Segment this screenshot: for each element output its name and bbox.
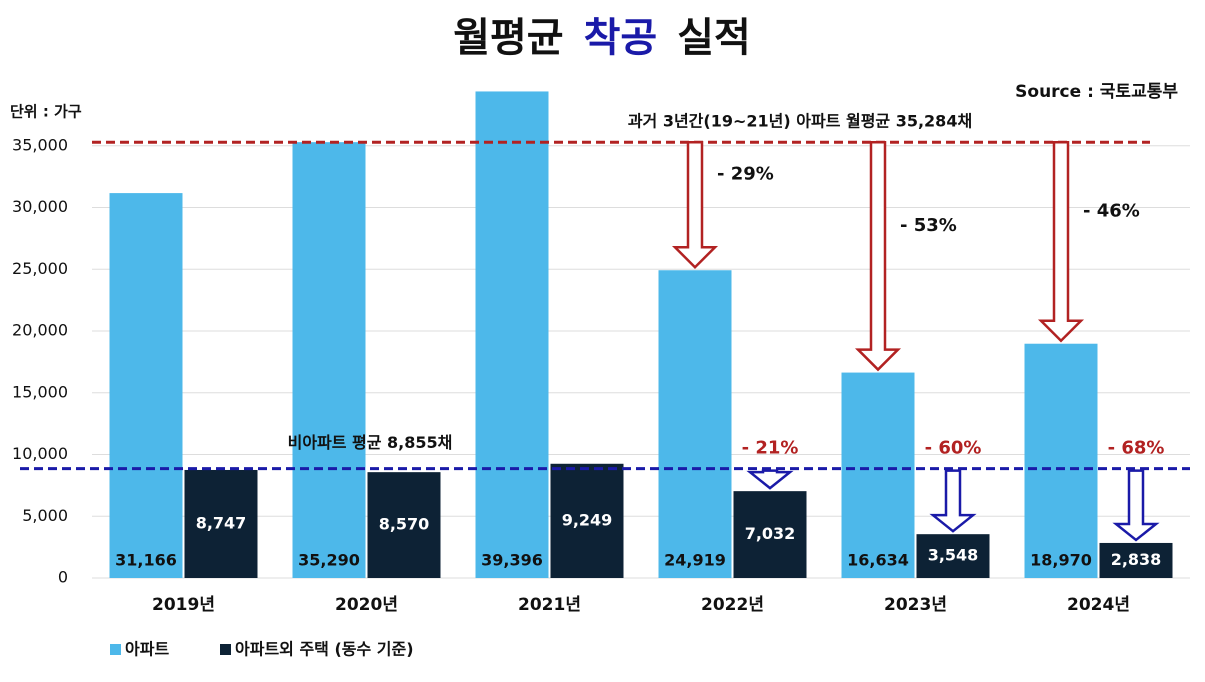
change-label: - 29% — [717, 164, 774, 185]
unit-label: 단위 : 가구 — [10, 103, 82, 121]
bar — [184, 469, 258, 578]
title-part: 실적 — [677, 15, 751, 61]
change-arrow — [929, 469, 977, 533]
value-label: 31,166 — [115, 551, 177, 570]
x-tick-label: 2019년 — [152, 595, 215, 615]
value-label: 18,970 — [1030, 551, 1092, 570]
change-label: - 21% — [742, 438, 799, 459]
change-label: - 68% — [1108, 438, 1165, 459]
bar — [1024, 343, 1098, 578]
value-label: 24,919 — [664, 551, 726, 570]
change-arrow — [1037, 140, 1085, 343]
change-arrow — [671, 140, 719, 270]
x-tick-label: 2023년 — [884, 595, 947, 615]
change-arrow — [854, 140, 902, 372]
y-tick-label: 30,000 — [12, 197, 68, 216]
y-tick-label: 5,000 — [22, 506, 68, 525]
change-label: - 46% — [1083, 200, 1140, 221]
bar — [658, 270, 732, 578]
value-label: 9,249 — [562, 510, 613, 529]
source: Source : 국토교통부 — [1015, 82, 1178, 102]
bar — [550, 463, 624, 578]
reference-label: 비아파트 평균 8,855채 — [288, 433, 453, 452]
value-label: 8,570 — [379, 515, 430, 534]
value-label: 3,548 — [928, 546, 979, 565]
y-tick-label: 35,000 — [12, 135, 68, 154]
bar — [733, 491, 807, 578]
change-label: - 60% — [925, 438, 982, 459]
legend-label: 아파트외 주택 (동수 기준) — [235, 640, 414, 659]
reference-label: 과거 3년간(19~21년) 아파트 월평균 35,284채 — [628, 112, 972, 131]
change-arrow — [746, 469, 794, 490]
bar — [475, 91, 549, 578]
y-tick-label: 15,000 — [12, 382, 68, 401]
y-tick-label: 25,000 — [12, 259, 68, 278]
change-arrow — [1112, 469, 1160, 542]
legend-swatch — [110, 644, 121, 655]
bar — [841, 372, 915, 578]
legend-swatch — [220, 644, 231, 655]
change-label: - 53% — [900, 215, 957, 236]
value-label: 7,032 — [745, 524, 796, 543]
x-tick-label: 2021년 — [518, 595, 581, 615]
value-label: 8,747 — [196, 513, 247, 532]
x-tick-label: 2020년 — [335, 595, 398, 615]
title-part: 월평균 — [453, 15, 563, 61]
y-tick-label: 0 — [58, 568, 68, 587]
legend-label: 아파트 — [125, 640, 169, 659]
title-part: 착공 — [584, 15, 658, 61]
bar — [916, 534, 990, 578]
y-tick-label: 10,000 — [12, 444, 68, 463]
chart-title: 월평균 착공 실적 — [453, 15, 751, 61]
y-tick-label: 20,000 — [12, 321, 68, 340]
x-tick-label: 2022년 — [701, 595, 764, 615]
bar — [1099, 542, 1173, 578]
value-label: 2,838 — [1111, 550, 1162, 569]
value-label: 39,396 — [481, 551, 543, 570]
bar — [292, 142, 366, 578]
value-label: 35,290 — [298, 551, 360, 570]
bar — [109, 193, 183, 578]
value-label: 16,634 — [847, 551, 909, 570]
bar — [367, 472, 441, 578]
x-tick-label: 2024년 — [1067, 595, 1130, 615]
